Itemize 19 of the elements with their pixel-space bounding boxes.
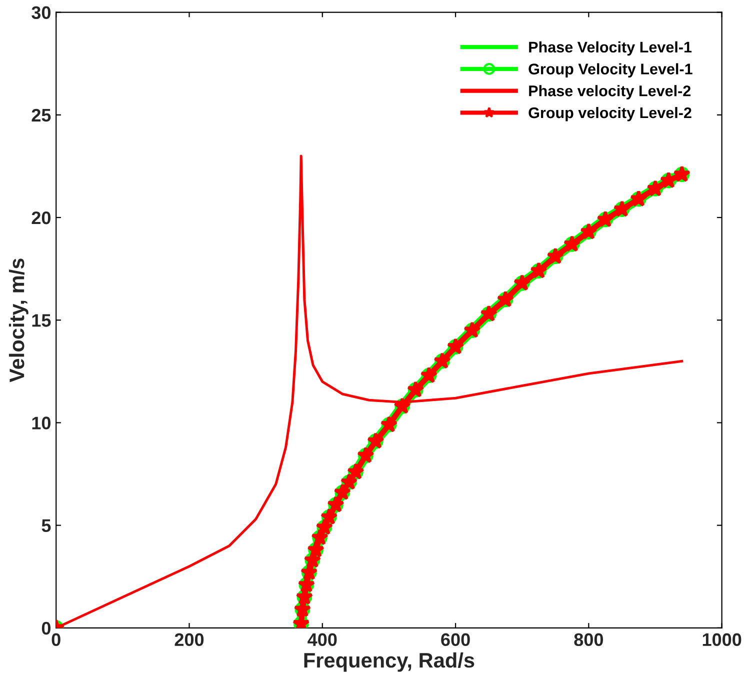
legend-label: Phase velocity Level-2 <box>529 85 691 100</box>
x-tick-label: 400 <box>308 633 337 646</box>
x-tick-label: 200 <box>174 633 204 646</box>
x-tick-label: 1000 <box>702 633 742 646</box>
legend-label: Phase Velocity Level-1 <box>529 41 692 56</box>
x-tick-label: 800 <box>574 633 603 646</box>
y-tick-label: 5 <box>42 519 51 532</box>
y-tick-label: 20 <box>32 211 50 224</box>
y-tick-label: 30 <box>32 6 50 20</box>
x-tick-label: 600 <box>441 633 470 646</box>
legend-label: Group Velocity Level-1 <box>528 63 692 78</box>
x-axis-title: Frequency, Rad/s <box>304 652 474 672</box>
y-tick-label: 0 <box>42 622 50 635</box>
y-axis-title: Velocity, m/s <box>8 258 28 382</box>
y-tick-label: 15 <box>32 314 51 327</box>
x-tick-label: 0 <box>52 633 60 646</box>
y-tick-label: 25 <box>32 108 51 122</box>
y-tick-label: 10 <box>32 416 50 430</box>
legend-label: Group velocity Level-2 <box>528 106 692 122</box>
